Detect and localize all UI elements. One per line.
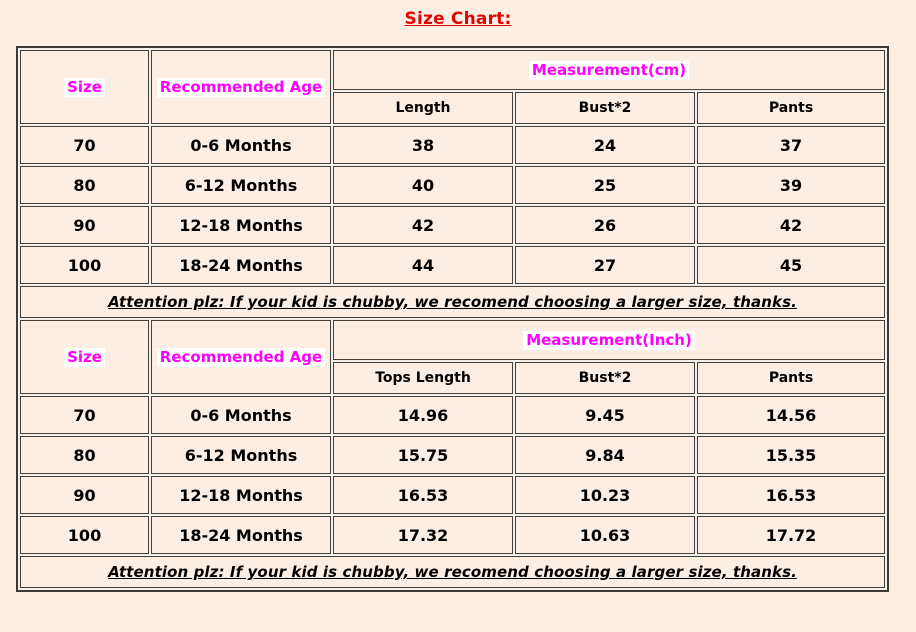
page-title: Size Chart: [404,9,512,29]
inch-measurement-header-label: Measurement(Inch) [523,330,695,351]
bust-value-cell: 24 [515,126,695,164]
length-value-cell: 42 [333,206,513,244]
attention-note: Attention plz: If your kid is chubby, we… [20,286,885,318]
size-value-cell: 70 [20,396,149,434]
length-value-cell: 40 [333,166,513,204]
table-row: 70 0-6 Months 38 24 37 [20,126,885,164]
pants-value-cell: 37 [697,126,885,164]
age-value-cell: 0-6 Months [151,396,331,434]
inch-column-header-pants: Pants [697,362,885,394]
length-value-cell: 16.53 [333,476,513,514]
cm-age-header-cell: Recommended Age [151,50,331,124]
inch-column-header-bust: Bust*2 [515,362,695,394]
age-value-cell: 18-24 Months [151,246,331,284]
table-row: 100 18-24 Months 17.32 10.63 17.72 [20,516,885,554]
size-value-cell: 100 [20,246,149,284]
age-value-cell: 12-18 Months [151,206,331,244]
length-value-cell: 14.96 [333,396,513,434]
pants-value-cell: 39 [697,166,885,204]
table-row: 70 0-6 Months 14.96 9.45 14.56 [20,396,885,434]
size-value-cell: 90 [20,206,149,244]
cm-column-header-length: Length [333,92,513,124]
size-value-cell: 100 [20,516,149,554]
cm-subheader-row: Length Bust*2 Pants [20,92,885,124]
length-value-cell: 17.32 [333,516,513,554]
pants-value-cell: 15.35 [697,436,885,474]
inch-attention-row: Attention plz: If your kid is chubby, we… [20,556,885,588]
table-row: 100 18-24 Months 44 27 45 [20,246,885,284]
size-chart-table: Size Recommended Age Measurement(cm) Len… [16,46,889,592]
inch-subheader-row: Tops Length Bust*2 Pants [20,362,885,394]
size-value-cell: 80 [20,166,149,204]
bust-value-cell: 10.23 [515,476,695,514]
length-value-cell: 38 [333,126,513,164]
bust-value-cell: 9.45 [515,396,695,434]
cm-age-header-label: Recommended Age [156,77,326,98]
inch-age-header-label: Recommended Age [156,347,326,368]
age-value-cell: 12-18 Months [151,476,331,514]
age-value-cell: 6-12 Months [151,436,331,474]
cm-size-header-label: Size [64,77,105,98]
age-value-cell: 0-6 Months [151,126,331,164]
inch-age-header-cell: Recommended Age [151,320,331,394]
cm-header-row: Size Recommended Age Measurement(cm) [20,50,885,124]
cm-measurement-header-cell: Measurement(cm) [333,50,885,90]
age-value-cell: 18-24 Months [151,516,331,554]
inch-header-row: Size Recommended Age Measurement(Inch) [20,320,885,394]
table-row: 90 12-18 Months 42 26 42 [20,206,885,244]
bust-value-cell: 10.63 [515,516,695,554]
size-value-cell: 90 [20,476,149,514]
size-value-cell: 70 [20,126,149,164]
inch-column-header-tops-length: Tops Length [333,362,513,394]
cm-size-header-cell: Size [20,50,149,124]
bust-value-cell: 9.84 [515,436,695,474]
table-row: 80 6-12 Months 40 25 39 [20,166,885,204]
inch-measurement-header-cell: Measurement(Inch) [333,320,885,360]
table-row: 90 12-18 Months 16.53 10.23 16.53 [20,476,885,514]
attention-note: Attention plz: If your kid is chubby, we… [20,556,885,588]
inch-size-header-label: Size [64,347,105,368]
bust-value-cell: 27 [515,246,695,284]
pants-value-cell: 45 [697,246,885,284]
cm-measurement-header-label: Measurement(cm) [528,60,690,81]
cm-attention-row: Attention plz: If your kid is chubby, we… [20,286,885,318]
age-value-cell: 6-12 Months [151,166,331,204]
bust-value-cell: 25 [515,166,695,204]
cm-column-header-bust: Bust*2 [515,92,695,124]
bust-value-cell: 26 [515,206,695,244]
pants-value-cell: 16.53 [697,476,885,514]
inch-size-header-cell: Size [20,320,149,394]
pants-value-cell: 17.72 [697,516,885,554]
cm-column-header-pants: Pants [697,92,885,124]
size-value-cell: 80 [20,436,149,474]
length-value-cell: 44 [333,246,513,284]
pants-value-cell: 42 [697,206,885,244]
length-value-cell: 15.75 [333,436,513,474]
table-row: 80 6-12 Months 15.75 9.84 15.35 [20,436,885,474]
pants-value-cell: 14.56 [697,396,885,434]
